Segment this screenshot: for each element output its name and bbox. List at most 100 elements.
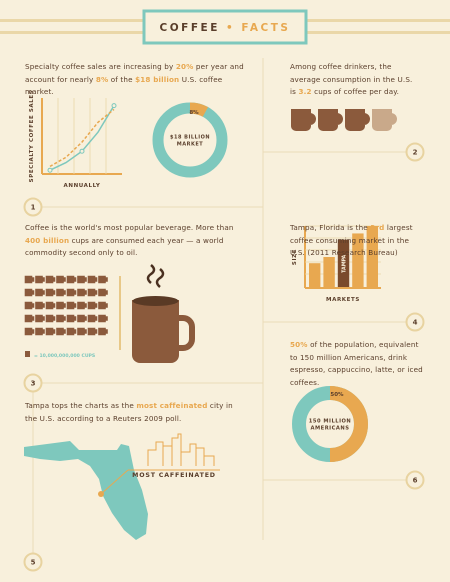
- cup: [35, 314, 45, 323]
- title-main: COFFEE: [160, 22, 220, 34]
- body-text: city in the U.S. according to a Reuters …: [25, 401, 233, 423]
- point: [111, 103, 117, 109]
- paragraph: Specialty coffee sales are increasing by…: [25, 61, 253, 99]
- cup: [66, 301, 77, 310]
- cup: [35, 288, 45, 297]
- cup: [66, 314, 77, 323]
- badge-number: 5: [31, 559, 36, 567]
- title-accent: FACTS: [241, 22, 290, 34]
- legend-cup: [25, 351, 30, 357]
- donut-segment: [189, 102, 209, 117]
- cup: [24, 327, 35, 336]
- paragraph: Tampa tops the charts as the most caffei…: [25, 400, 237, 425]
- bar: [337, 239, 350, 287]
- body-text: Tampa, Florida is the: [290, 223, 371, 232]
- body-text: Specialty coffee sales are increasing by: [25, 62, 176, 71]
- cup: [45, 314, 56, 323]
- cup: [56, 327, 66, 336]
- cup: [24, 275, 35, 284]
- badge: [23, 197, 43, 217]
- badge-number: 3: [31, 380, 36, 388]
- cup: [56, 288, 66, 297]
- highlight-text: 3rd: [370, 223, 385, 232]
- paragraph: Coffee is the world's most popular bever…: [25, 222, 247, 260]
- paragraph: 50% of the population, equivalent to 150…: [290, 339, 428, 389]
- big-mug: [132, 264, 195, 363]
- y-axis-label: SIZE: [292, 249, 298, 265]
- cup: [66, 275, 77, 284]
- donut-segment: [329, 386, 368, 462]
- body-text: Tampa tops the charts as the: [25, 401, 137, 410]
- mug: [291, 109, 316, 131]
- title-separator: •: [226, 22, 235, 34]
- cup: [35, 301, 45, 310]
- badge-number: 1: [31, 204, 36, 212]
- steam: [155, 268, 165, 288]
- cup: [66, 327, 77, 336]
- cup-legend: = 10,000,000,000 CUPS: [34, 353, 95, 359]
- header-title: COFFEE • FACTS: [160, 22, 291, 34]
- donut-label: 8%: [189, 110, 199, 116]
- badge-number: 2: [413, 149, 418, 157]
- cup: [56, 314, 66, 323]
- x-axis-label: MARKETS: [326, 297, 360, 303]
- cup: [56, 275, 66, 284]
- badge: [23, 373, 43, 393]
- cup: [56, 301, 66, 310]
- cup: [87, 301, 98, 310]
- highlight-text: 3.2: [298, 87, 312, 96]
- paragraph: Among coffee drinkers, the average consu…: [290, 61, 420, 99]
- florida-map: [24, 441, 148, 540]
- header-box: [142, 9, 308, 45]
- highlight-text: $18 billion: [135, 74, 180, 84]
- cup: [87, 275, 98, 284]
- cup: [77, 327, 87, 336]
- mug-handle: [175, 315, 195, 351]
- body-text: cups of coffee per day.: [311, 87, 400, 96]
- body-text: largest coffee consuming market in the U…: [290, 223, 413, 257]
- coffee: [132, 296, 179, 306]
- highlight-text: 20%: [175, 62, 194, 71]
- body-text: Among coffee drinkers, the average consu…: [290, 62, 413, 96]
- bar: [323, 257, 335, 287]
- cup: [45, 288, 56, 297]
- cup: [77, 275, 87, 284]
- cup: [45, 275, 56, 284]
- donut-center-text: $18 BILLION: [170, 135, 210, 141]
- cup: [87, 314, 98, 323]
- bar: [352, 233, 364, 287]
- badge-number: 6: [413, 477, 418, 485]
- badge: [23, 552, 43, 572]
- highlight-text: 400 billion: [25, 235, 70, 245]
- skyline: [147, 433, 215, 466]
- highlight-text: most caffeinated: [136, 401, 208, 410]
- cup: [35, 275, 45, 284]
- mug: [318, 109, 343, 131]
- body-text: of the population, equivalent to 150 mil…: [290, 340, 423, 387]
- highlight-text: 50%: [290, 340, 308, 349]
- highlight-text: 8%: [95, 74, 109, 84]
- bar-label: TAMPA: [342, 254, 348, 272]
- donut-center-text: AMERICANS: [310, 426, 349, 432]
- cup: [24, 314, 35, 323]
- cup: [45, 301, 56, 310]
- badge: [405, 470, 425, 490]
- badge-number: 4: [413, 319, 418, 327]
- paragraph: Tampa, Florida is the 3rd largest coffee…: [290, 222, 420, 260]
- cup: [98, 288, 108, 297]
- cup: [77, 301, 87, 310]
- donut-label: 50%: [330, 392, 344, 398]
- cup: [24, 288, 35, 297]
- map-label: MOST CAFFEINATED: [132, 472, 216, 479]
- donut-center-text: 150 MILLION: [309, 419, 352, 425]
- cup: [24, 301, 35, 310]
- mugs: [291, 109, 397, 131]
- bar: [309, 263, 321, 287]
- body-text: per year and account for nearly: [25, 62, 244, 84]
- x-axis-label: ANNUALLY: [64, 183, 101, 189]
- y-axis-label: SPECIALTY COFFEE SALES: [29, 90, 35, 183]
- pointer: [100, 469, 129, 495]
- cup: [98, 327, 108, 336]
- mug: [345, 109, 370, 131]
